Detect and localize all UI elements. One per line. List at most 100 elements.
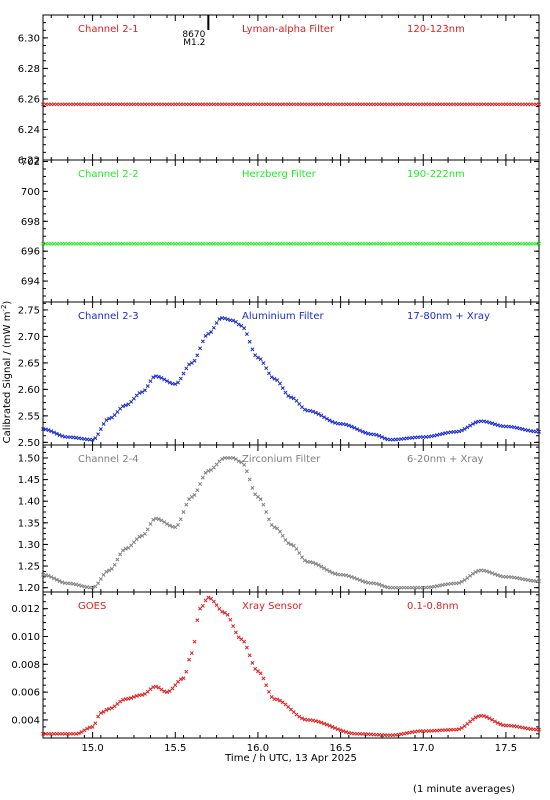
data-point bbox=[162, 377, 167, 382]
data-point bbox=[162, 689, 167, 694]
data-point bbox=[49, 574, 54, 579]
data-point bbox=[236, 635, 241, 640]
data-point bbox=[330, 724, 335, 729]
data-point bbox=[46, 428, 51, 433]
data-point bbox=[247, 339, 252, 344]
data-point bbox=[156, 374, 161, 379]
y-tick-label: 1.50 bbox=[18, 453, 40, 464]
panel-frame bbox=[42, 14, 540, 161]
data-point bbox=[156, 517, 161, 522]
data-point bbox=[46, 573, 51, 578]
data-point bbox=[187, 657, 191, 662]
data-point bbox=[71, 581, 76, 586]
data-point bbox=[492, 422, 497, 427]
data-point bbox=[517, 576, 522, 581]
data-point bbox=[520, 725, 525, 730]
data-point bbox=[515, 724, 519, 729]
data-point bbox=[96, 581, 101, 586]
panel-label: Channel 2-2 bbox=[78, 169, 139, 180]
data-point bbox=[316, 719, 321, 724]
data-point bbox=[101, 422, 106, 426]
data-point bbox=[189, 651, 194, 656]
data-point bbox=[382, 584, 387, 589]
data-point bbox=[214, 320, 219, 325]
data-point bbox=[462, 578, 467, 582]
data-point bbox=[278, 698, 282, 703]
data-point bbox=[170, 686, 175, 691]
data-point bbox=[523, 577, 528, 582]
data-point bbox=[360, 579, 365, 584]
data-point bbox=[247, 653, 252, 658]
data-point bbox=[96, 432, 101, 437]
data-point bbox=[346, 574, 351, 579]
data-point bbox=[357, 578, 362, 583]
data-point bbox=[222, 316, 227, 321]
data-point bbox=[487, 420, 492, 425]
data-point bbox=[335, 727, 340, 732]
data-point bbox=[134, 694, 139, 698]
data-point bbox=[338, 728, 343, 733]
data-point bbox=[490, 571, 495, 576]
data-point bbox=[498, 423, 503, 428]
data-point bbox=[231, 318, 236, 323]
data-point bbox=[236, 322, 241, 327]
data-point bbox=[104, 418, 109, 423]
data-point bbox=[311, 718, 315, 723]
data-point bbox=[93, 721, 98, 726]
data-point bbox=[195, 353, 200, 358]
x-tick-label: 17.5 bbox=[495, 743, 517, 754]
data-series-1 bbox=[41, 102, 541, 107]
data-point bbox=[145, 384, 150, 389]
data-point bbox=[220, 609, 225, 614]
data-point bbox=[87, 725, 92, 730]
data-point bbox=[255, 355, 260, 360]
panel-frame bbox=[42, 301, 540, 446]
data-point bbox=[537, 241, 541, 246]
data-point bbox=[178, 376, 183, 381]
data-point bbox=[379, 435, 384, 440]
data-point bbox=[498, 574, 503, 579]
data-point bbox=[324, 416, 329, 421]
data-point bbox=[515, 425, 519, 430]
y-axis-label: Calibrated Signal / (mW m-2) bbox=[0, 301, 13, 444]
data-point bbox=[93, 436, 98, 441]
data-point bbox=[173, 382, 178, 387]
data-point bbox=[198, 606, 203, 611]
data-point bbox=[231, 456, 236, 460]
data-point bbox=[272, 525, 277, 530]
panel-label: Xray Sensor bbox=[242, 601, 303, 612]
data-point bbox=[352, 576, 357, 580]
data-point bbox=[357, 428, 362, 433]
data-point bbox=[236, 459, 241, 464]
data-point bbox=[200, 339, 205, 344]
data-point bbox=[382, 436, 387, 441]
data-point bbox=[311, 560, 315, 565]
data-point bbox=[184, 669, 189, 674]
data-point bbox=[217, 606, 222, 611]
y-tick-label: 0.006 bbox=[11, 688, 40, 699]
data-point bbox=[76, 583, 81, 588]
data-point bbox=[526, 428, 530, 433]
x-axis-label: Time / h UTC, 13 Apr 2025 bbox=[224, 753, 357, 764]
data-series-5 bbox=[41, 595, 541, 738]
data-point bbox=[324, 722, 329, 727]
panel-1: 6.22 6.24 6.26 6.28 6.30 Channel 2-1 Lyman-alp… bbox=[18, 14, 541, 167]
data-point bbox=[495, 423, 500, 428]
data-point bbox=[490, 717, 495, 722]
data-point bbox=[346, 730, 351, 735]
data-point bbox=[250, 661, 255, 665]
data-point bbox=[247, 477, 252, 482]
data-point bbox=[112, 413, 117, 418]
data-point bbox=[129, 543, 134, 548]
data-point bbox=[79, 730, 84, 734]
data-point bbox=[399, 732, 404, 737]
x-tick-label: 16.0 bbox=[247, 743, 269, 754]
data-point bbox=[484, 419, 489, 424]
data-point bbox=[297, 551, 302, 556]
data-point bbox=[313, 410, 318, 415]
data-point bbox=[526, 578, 530, 583]
data-point bbox=[107, 568, 112, 573]
data-point bbox=[198, 481, 203, 486]
y-tick-label: 0.004 bbox=[11, 715, 40, 726]
data-point bbox=[267, 689, 271, 694]
